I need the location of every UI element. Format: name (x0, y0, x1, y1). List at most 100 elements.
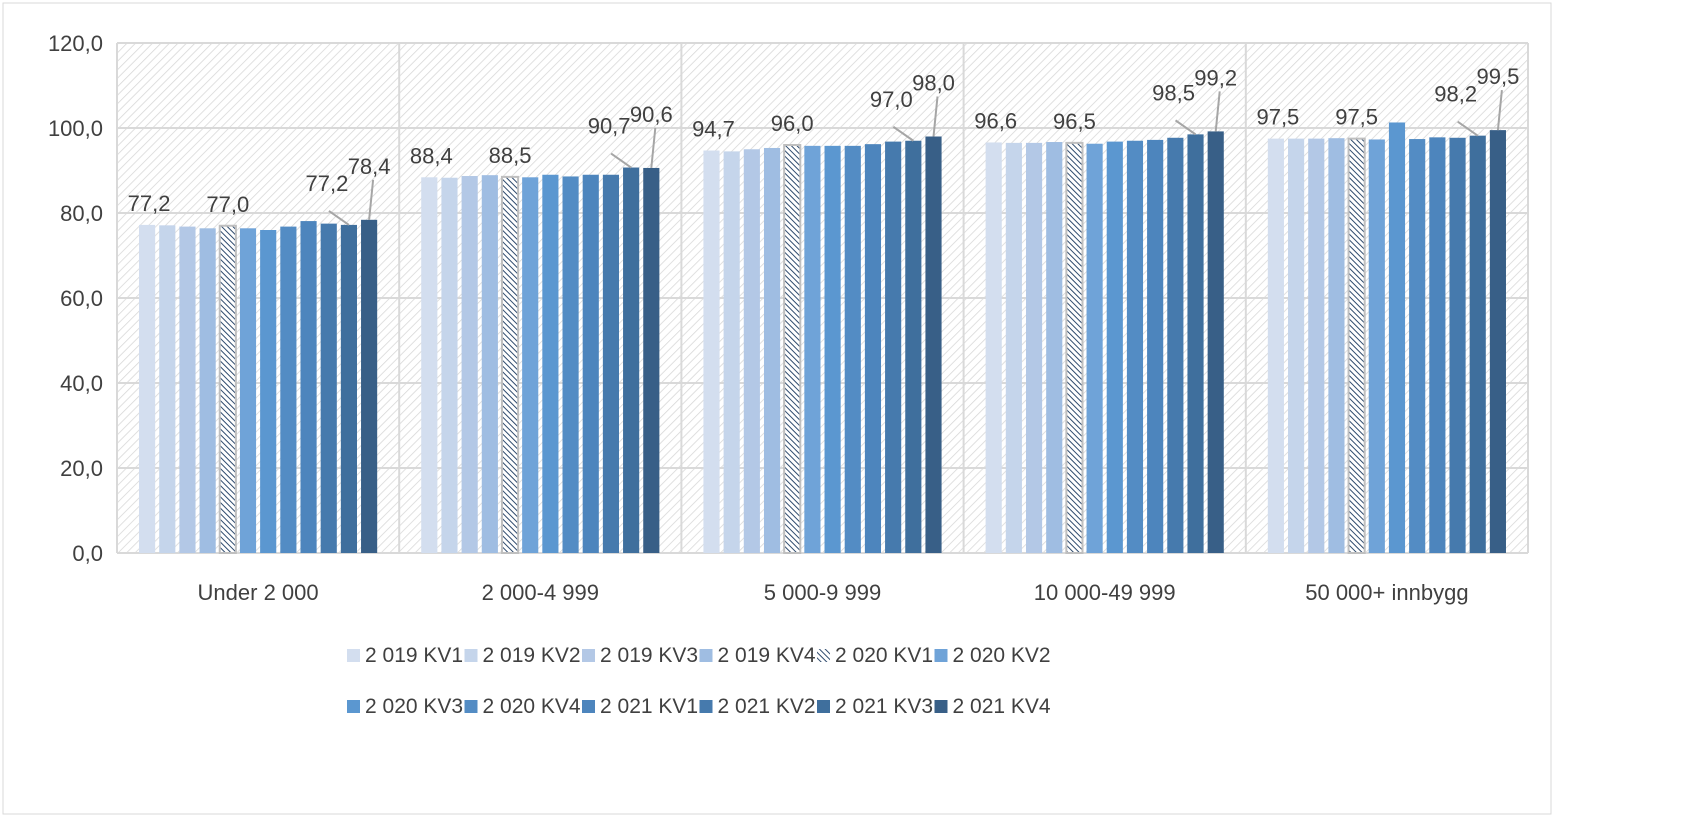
legend-swatch (464, 649, 478, 662)
bar (1065, 141, 1084, 554)
bar (260, 230, 277, 553)
y-tick-label: 0,0 (72, 541, 103, 566)
data-label: 77,2 (128, 191, 171, 216)
bar (602, 174, 620, 553)
data-label: 78,4 (348, 154, 391, 179)
legend-swatch (582, 700, 595, 713)
data-label: 98,5 (1152, 80, 1195, 105)
data-label: 98,0 (912, 71, 955, 96)
bar (522, 177, 539, 554)
legend-label: 2 021 KV4 (953, 695, 1051, 718)
bar (1207, 131, 1224, 553)
legend-swatch (699, 649, 713, 662)
x-tick-label: 10 000-49 999 (1034, 580, 1176, 605)
bar (1469, 135, 1486, 553)
leader-line (1496, 90, 1503, 131)
bar (743, 149, 760, 553)
legend-swatch (817, 700, 830, 713)
bar (703, 150, 720, 553)
bar (763, 147, 781, 553)
legend-swatch (934, 649, 948, 662)
legend-label: 2 019 KV4 (718, 644, 816, 667)
bar (1388, 122, 1406, 553)
bar (361, 219, 378, 554)
data-label: 94,7 (692, 117, 735, 142)
bar (1308, 138, 1325, 553)
bar (1328, 138, 1345, 553)
leader-line (610, 152, 632, 169)
data-label: 97,5 (1335, 105, 1378, 130)
bar (1347, 137, 1366, 554)
x-tick-label: 50 000+ innbygg (1305, 580, 1468, 605)
bar (542, 174, 559, 553)
bar (985, 142, 1002, 553)
data-label: 88,5 (489, 143, 532, 168)
y-tick-label: 60,0 (60, 286, 103, 311)
leader-line (1457, 120, 1479, 137)
bar (582, 174, 599, 553)
data-label: 97,0 (870, 87, 913, 112)
legend-swatch (817, 649, 830, 662)
bar (925, 136, 942, 553)
bar (199, 228, 216, 554)
leader-line (892, 125, 914, 142)
y-tick-label: 120,0 (48, 31, 103, 56)
y-tick-label: 20,0 (60, 456, 103, 481)
bar (844, 145, 861, 553)
bar (905, 140, 922, 553)
legend-swatch (347, 700, 360, 713)
bar (218, 224, 237, 554)
bar (1409, 139, 1426, 554)
legend-swatch (347, 649, 360, 662)
bar (1106, 141, 1123, 553)
legend-label: 2 021 KV2 (718, 695, 816, 718)
bar (885, 141, 902, 553)
bar (239, 228, 257, 554)
y-tick-label: 40,0 (60, 371, 103, 396)
legend-label: 2 020 KV4 (483, 695, 581, 718)
bar (1449, 137, 1466, 553)
bar (783, 144, 802, 554)
bar (804, 145, 821, 553)
bar (1288, 138, 1305, 553)
bar (139, 224, 156, 553)
x-tick-label: 5 000-9 999 (764, 580, 881, 605)
legend-label: 2 021 KV3 (835, 695, 933, 718)
data-label: 88,4 (410, 143, 453, 168)
data-label: 99,5 (1476, 64, 1519, 89)
data-label: 98,2 (1434, 82, 1477, 107)
data-label: 90,6 (630, 102, 673, 127)
bar (320, 223, 337, 553)
legend-label: 2 019 KV2 (483, 644, 581, 667)
bar (1046, 142, 1063, 553)
data-label: 97,5 (1256, 105, 1299, 130)
legend-swatch (582, 649, 595, 662)
leader-line (368, 179, 375, 220)
data-label: 77,2 (306, 171, 349, 196)
legend-label: 2 020 KV2 (953, 644, 1051, 667)
data-label: 96,5 (1053, 109, 1096, 134)
bar (340, 224, 357, 553)
bar (723, 151, 740, 553)
bar (461, 176, 478, 553)
leader-line (1174, 119, 1197, 136)
bar (1187, 134, 1204, 553)
y-tick-label: 80,0 (60, 201, 103, 226)
legend-swatch (934, 700, 948, 713)
data-label: 99,2 (1194, 65, 1237, 90)
bar (441, 177, 458, 553)
legend-label: 2 019 KV3 (600, 644, 698, 667)
x-tick-label: 2 000-4 999 (482, 580, 599, 605)
bar (300, 221, 317, 553)
leader-line (328, 210, 350, 226)
leader-line (932, 96, 939, 137)
data-label: 96,6 (974, 108, 1017, 133)
bar (1005, 142, 1022, 553)
leader-line (650, 127, 657, 169)
bar (1429, 137, 1446, 553)
bar (1489, 130, 1506, 553)
bar (1126, 140, 1144, 553)
bar (159, 225, 176, 553)
data-label: 90,7 (588, 114, 631, 139)
